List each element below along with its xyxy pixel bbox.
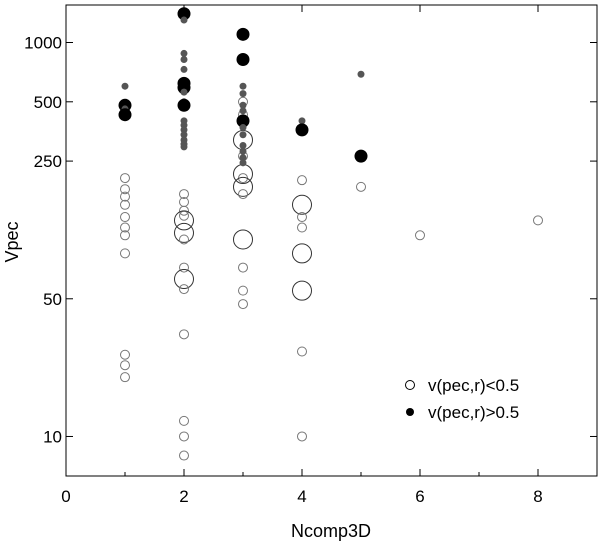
- filled-point: [239, 124, 247, 132]
- filled-point: [177, 7, 191, 21]
- filled-point: [239, 141, 247, 149]
- open-point: [292, 280, 312, 301]
- x-tick-label: 6: [415, 487, 424, 506]
- open-point: [120, 230, 130, 241]
- filled-point: [236, 114, 250, 128]
- y-tick-label: 10: [43, 427, 62, 446]
- filled-point: [239, 107, 247, 115]
- filled-point: [239, 131, 247, 139]
- open-point: [415, 230, 425, 241]
- open-point: [120, 360, 130, 371]
- filled-point: [357, 70, 365, 78]
- open-point: [120, 372, 130, 383]
- plot-frame: [65, 4, 598, 477]
- open-point: [238, 262, 248, 273]
- filled-point: [239, 101, 247, 109]
- filled-point: [239, 154, 247, 162]
- filled-point: [177, 98, 191, 112]
- open-point: [120, 199, 130, 210]
- filled-point: [118, 108, 132, 122]
- y-axis: 10 50 250 500 1000: [24, 33, 597, 446]
- open-point: [297, 175, 307, 186]
- filled-point: [180, 16, 188, 24]
- filled-point: [180, 88, 188, 96]
- open-point: [233, 229, 253, 250]
- open-point: [179, 284, 189, 295]
- open-point: [179, 205, 189, 216]
- filled-point: [295, 123, 309, 137]
- filled-point: [298, 117, 306, 125]
- open-point: [120, 212, 130, 223]
- open-point: [174, 210, 194, 231]
- filled-point: [236, 27, 250, 41]
- y-tick-label: 500: [34, 93, 62, 112]
- x-axis: 0 2 4 6 8: [61, 5, 543, 506]
- open-point: [356, 181, 366, 192]
- filled-point: [180, 143, 188, 151]
- filled-point: [121, 82, 129, 90]
- data-points: [118, 7, 543, 461]
- legend-marker-filled: [406, 408, 414, 416]
- filled-point: [236, 52, 250, 66]
- open-point: [120, 349, 130, 360]
- x-tick-label: 8: [533, 487, 542, 506]
- open-point: [174, 222, 194, 243]
- filled-point: [180, 65, 188, 73]
- open-point: [238, 299, 248, 310]
- open-point: [179, 431, 189, 442]
- filled-point: [180, 126, 188, 134]
- open-point: [174, 269, 194, 290]
- filled-point: [239, 82, 247, 90]
- open-point: [297, 212, 307, 223]
- open-point: [179, 329, 189, 340]
- x-tick-label: 2: [179, 487, 188, 506]
- legend-label: v(pec,r)>0.5: [428, 403, 519, 422]
- legend: v(pec,r)<0.5 v(pec,r)>0.5: [405, 376, 519, 422]
- open-point: [179, 189, 189, 200]
- open-point: [179, 210, 189, 221]
- open-point: [292, 194, 312, 215]
- open-point: [120, 191, 130, 202]
- open-point: [179, 415, 189, 426]
- filled-point: [239, 147, 247, 155]
- open-point: [292, 243, 312, 264]
- open-point: [120, 173, 130, 184]
- y-tick-label: 50: [43, 290, 62, 309]
- open-point: [533, 215, 543, 226]
- open-point: [179, 262, 189, 273]
- open-point: [297, 346, 307, 357]
- open-point: [297, 222, 307, 233]
- filled-point: [354, 149, 368, 163]
- open-point: [238, 189, 248, 200]
- open-point: [233, 176, 253, 197]
- open-point: [238, 285, 248, 296]
- legend-label: v(pec,r)<0.5: [428, 376, 519, 395]
- filled-point: [180, 131, 188, 139]
- open-point: [120, 248, 130, 259]
- open-point: [297, 431, 307, 442]
- legend-marker-open: [405, 380, 415, 390]
- y-axis-label: Vpec: [2, 221, 22, 262]
- filled-point: [239, 90, 247, 98]
- filled-point: [180, 55, 188, 63]
- x-tick-label: 4: [297, 487, 306, 506]
- open-point: [120, 184, 130, 195]
- open-point: [179, 450, 189, 461]
- y-tick-label: 250: [34, 152, 62, 171]
- open-point: [120, 222, 130, 233]
- x-axis-label: Ncomp3D: [291, 521, 371, 541]
- filled-point: [180, 49, 188, 57]
- filled-point: [239, 159, 247, 167]
- x-tick-label: 0: [61, 487, 70, 506]
- y-tick-label: 1000: [24, 33, 62, 52]
- open-point: [179, 234, 189, 245]
